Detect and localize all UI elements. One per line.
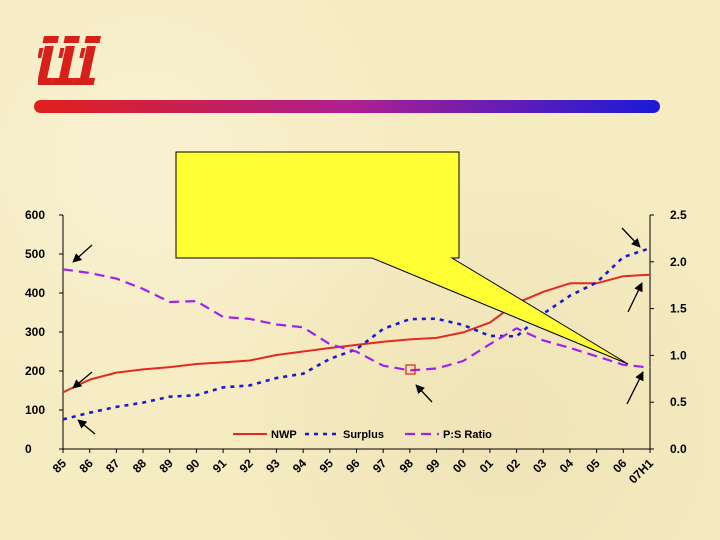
y-right-tick-label: 2.5	[670, 208, 687, 222]
annotation-arrow	[72, 371, 93, 389]
legend-item: Surplus	[305, 429, 384, 441]
series-line-surplus	[62, 246, 651, 421]
logo-letter-2	[51, 36, 80, 85]
y-left-tick-label: 0	[25, 442, 32, 456]
series-line-nwp	[62, 273, 651, 394]
y-left-tick-label: 200	[25, 364, 45, 378]
y-left-tick-label: 100	[25, 403, 45, 417]
x-tick-label: 97	[370, 456, 390, 476]
x-tick-label: 89	[157, 456, 177, 476]
y-left-tick-label: 600	[25, 208, 45, 222]
x-tick-label: 95	[317, 456, 337, 476]
y-right-tick-label: 1.5	[670, 302, 687, 316]
annotation-arrow	[415, 384, 433, 403]
y-left-tick-label: 500	[25, 247, 45, 261]
x-tick-label: 88	[130, 456, 150, 476]
x-tick-label: 86	[76, 456, 96, 476]
x-tick-label: 07H1	[626, 456, 656, 486]
y-right-tick-label: 1.0	[670, 348, 687, 362]
y-right-tick-label: 0.5	[670, 395, 687, 409]
x-tick-label: 91	[210, 456, 230, 476]
annotation-marker	[405, 364, 416, 375]
header-divider	[34, 100, 660, 113]
legend-item: P:S Ratio	[405, 429, 492, 441]
x-tick-label: 94	[290, 456, 310, 476]
x-tick-label: 96	[343, 456, 363, 476]
x-tick-label: 06	[610, 456, 630, 476]
x-tick-label: 02	[503, 456, 523, 476]
annotation-arrow	[77, 419, 96, 435]
y-right-tick-label: 2.0	[670, 255, 687, 269]
x-tick-label: 93	[263, 456, 283, 476]
x-tick-label: 99	[423, 456, 443, 476]
chart-series	[62, 246, 651, 421]
logo-letter-3	[72, 36, 101, 85]
x-tick-label: 04	[557, 456, 577, 476]
callout-shape	[175, 151, 629, 365]
annotation-arrow	[627, 282, 643, 313]
legend-label: P:S Ratio	[443, 429, 492, 441]
callout-box	[175, 151, 629, 365]
x-tick-label: 98	[397, 456, 417, 476]
y-left-tick-label: 300	[25, 325, 45, 339]
series-line-p-s-ratio	[62, 268, 651, 372]
x-tick-label: 92	[237, 456, 257, 476]
x-tick-label: 90	[183, 456, 203, 476]
x-tick-label: 05	[583, 456, 603, 476]
annotation-arrow	[626, 371, 644, 405]
y-right-tick-label: 0.0	[670, 442, 687, 456]
iii-logo-icon	[38, 36, 101, 85]
chart-legend: NWP Surplus P:S Ratio	[233, 429, 492, 441]
x-tick-label: 87	[103, 456, 123, 476]
logo-letter-1	[38, 36, 59, 85]
x-tick-label: 03	[530, 456, 550, 476]
legend-label: NWP	[271, 429, 297, 441]
x-tick-label: 01	[477, 456, 497, 476]
x-tick-label: 85	[50, 456, 70, 476]
annotation-arrow	[72, 244, 93, 263]
chart-annotations	[72, 227, 644, 435]
annotation-arrow	[621, 227, 641, 248]
legend-item: NWP	[233, 429, 297, 441]
y-left-tick-label: 400	[25, 286, 45, 300]
x-tick-label: 00	[450, 456, 470, 476]
legend-label: Surplus	[343, 429, 384, 441]
